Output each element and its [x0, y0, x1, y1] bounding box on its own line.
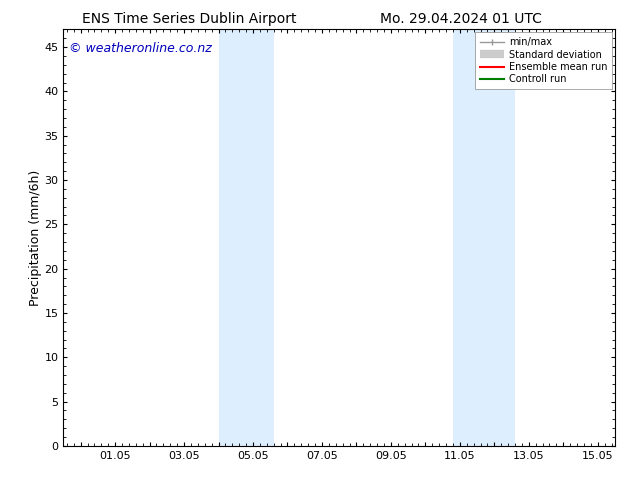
Y-axis label: Precipitation (mm/6h): Precipitation (mm/6h): [29, 170, 42, 306]
Bar: [219, 29, 274, 446]
Text: ENS Time Series Dublin Airport: ENS Time Series Dublin Airport: [82, 12, 297, 26]
Text: Mo. 29.04.2024 01 UTC: Mo. 29.04.2024 01 UTC: [380, 12, 542, 26]
Bar: [453, 29, 515, 446]
Legend: min/max, Standard deviation, Ensemble mean run, Controll run: min/max, Standard deviation, Ensemble me…: [475, 32, 612, 89]
Text: © weatheronline.co.nz: © weatheronline.co.nz: [69, 42, 212, 55]
